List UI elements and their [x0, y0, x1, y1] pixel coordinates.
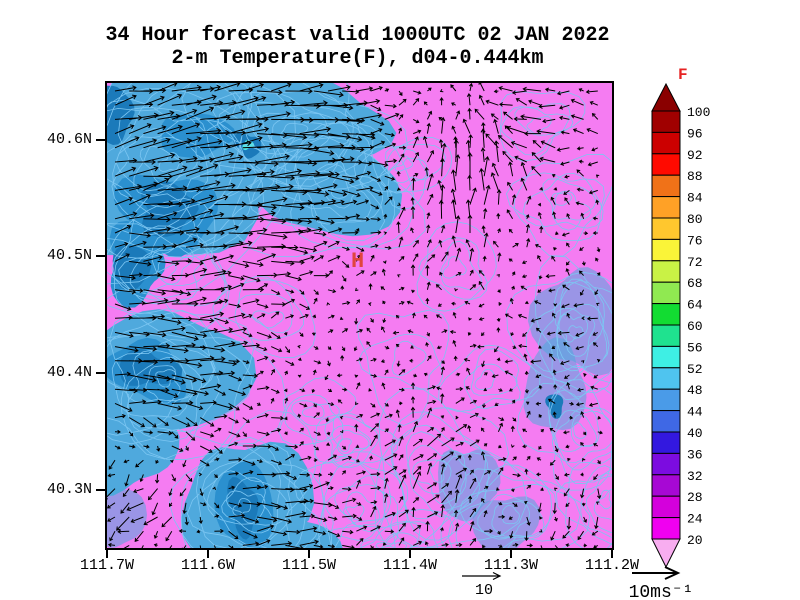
lat-tick-mark — [96, 255, 105, 257]
colorbar-tick-label: 20 — [687, 533, 703, 548]
temperature-contour-lines — [212, 275, 316, 359]
colorbar-top-arrow — [651, 82, 681, 112]
colorbar-tick-label: 68 — [687, 276, 703, 291]
temperature-contour-lines — [555, 457, 612, 548]
colorbar-tick-label: 36 — [687, 447, 703, 462]
colorbar-tick-label: 88 — [687, 169, 703, 184]
temperature-fill-region — [112, 245, 152, 291]
colorbar-tick-label: 24 — [687, 512, 703, 527]
plot-title-line2: 2-m Temperature(F), d04-0.444km — [171, 47, 544, 70]
temperature-fill-region — [107, 85, 135, 145]
temperature-contour-lines — [278, 377, 357, 446]
colorbar-tick-label: 76 — [687, 233, 703, 248]
colorbar-tick-label: 84 — [687, 191, 703, 206]
colorbar-tick-label: 80 — [687, 212, 703, 227]
lat-tick-label: 40.4N — [46, 364, 92, 381]
colorbar-cell — [651, 238, 681, 262]
colorbar-tick-label: 60 — [687, 319, 703, 334]
colorbar-cell — [651, 303, 681, 326]
colorbar-cell — [651, 281, 681, 305]
colorbar-cell — [651, 431, 681, 454]
temperature-fill-region — [107, 483, 147, 548]
lon-tick-label: 111.2W — [584, 557, 639, 574]
colorbar-tick-label: 28 — [687, 490, 703, 505]
colorbar-cell — [651, 110, 681, 133]
colorbar-cell — [651, 217, 681, 240]
colorbar-cell — [651, 367, 681, 390]
temperature-contour-lines — [499, 91, 586, 162]
colorbar-scale: 100 96 92 88 84 80 76 72 68 64 60 56 52 48 44 40 36 32 28 2… — [651, 82, 710, 569]
colorbar-tick-label: 92 — [687, 148, 703, 163]
colorbar-cell — [651, 345, 681, 369]
wind-reference-arrow-large-icon — [632, 566, 681, 580]
temperature-contour-lines — [416, 221, 497, 312]
lon-tick-mark — [510, 550, 512, 558]
wind-reference-large-label: 10ms⁻¹ — [628, 583, 694, 600]
colorbar-tick-label: 40 — [687, 426, 703, 441]
colorbar-tick-label: 96 — [687, 126, 703, 141]
colorbar-cell — [651, 452, 681, 476]
colorbar-tick-label: 32 — [687, 469, 703, 484]
colorbar-cell — [651, 495, 681, 519]
high-center-marker: H — [351, 249, 365, 274]
colorbar-tick-label: 64 — [687, 298, 703, 313]
forecast-map — [107, 83, 612, 548]
colorbar-cell — [651, 517, 681, 540]
map-frame: H — [105, 81, 614, 550]
lat-tick-label: 40.3N — [46, 481, 92, 498]
colorbar-cell — [651, 131, 681, 155]
plot-title-line1: 34 Hour forecast valid 1000UTC 02 JAN 20… — [105, 24, 610, 47]
lat-tick-mark — [96, 489, 105, 491]
colorbar-cell — [651, 153, 681, 176]
temperature-contour-lines — [314, 413, 399, 469]
colorbar-cell — [651, 174, 681, 198]
colorbar-bottom-arrow — [651, 538, 681, 569]
lon-tick-label: 111.4W — [382, 557, 437, 574]
lon-tick-label: 111.3W — [483, 557, 538, 574]
lon-tick-label: 111.7W — [79, 557, 134, 574]
colorbar-tick-label: 52 — [687, 362, 703, 377]
lon-tick-mark — [308, 550, 310, 558]
wind-reference-small-label: 10 — [474, 582, 493, 599]
colorbar-cell — [651, 260, 681, 283]
wind-vector-field — [107, 83, 603, 548]
colorbar-tick-label: 44 — [687, 405, 703, 420]
lon-tick-mark — [106, 550, 108, 558]
temperature-contour-lines — [315, 508, 454, 548]
colorbar-tick-label: 56 — [687, 340, 703, 355]
lat-tick-mark — [96, 372, 105, 374]
lon-tick-mark — [207, 550, 209, 558]
temperature-contour-lines — [353, 136, 453, 211]
colorbar-cell — [651, 388, 681, 412]
temperature-contour-lines — [438, 344, 541, 413]
colorbar-cell — [651, 324, 681, 347]
temperature-fill-region — [252, 110, 403, 237]
lat-tick-label: 40.5N — [46, 247, 92, 264]
temperature-contour-lines — [440, 452, 591, 548]
lon-tick-mark — [409, 550, 411, 558]
lon-tick-label: 111.6W — [180, 557, 235, 574]
temperature-contour-lines — [107, 83, 297, 299]
colorbar-cell — [651, 474, 681, 497]
lon-tick-label: 111.5W — [281, 557, 336, 574]
lon-tick-mark — [611, 550, 613, 558]
colorbar-cell — [651, 196, 681, 219]
temperature-fill-region — [472, 496, 541, 548]
colorbar-tick-label: 72 — [687, 255, 703, 270]
colorbar-cell — [651, 410, 681, 433]
wind-reference-arrow-small-icon — [462, 571, 502, 581]
colorbar-unit-label: F — [678, 66, 688, 84]
lat-tick-label: 40.6N — [46, 131, 92, 148]
colorbar-tick-label: 100 — [687, 105, 710, 120]
colorbar-tick-label: 48 — [687, 383, 703, 398]
lat-tick-mark — [96, 139, 105, 141]
temperature-contour-lines — [107, 193, 230, 339]
colorbar: F 100 96 92 88 84 80 76 72 68 64 60 56 52 48 44 40 36 32 2… — [650, 62, 770, 569]
